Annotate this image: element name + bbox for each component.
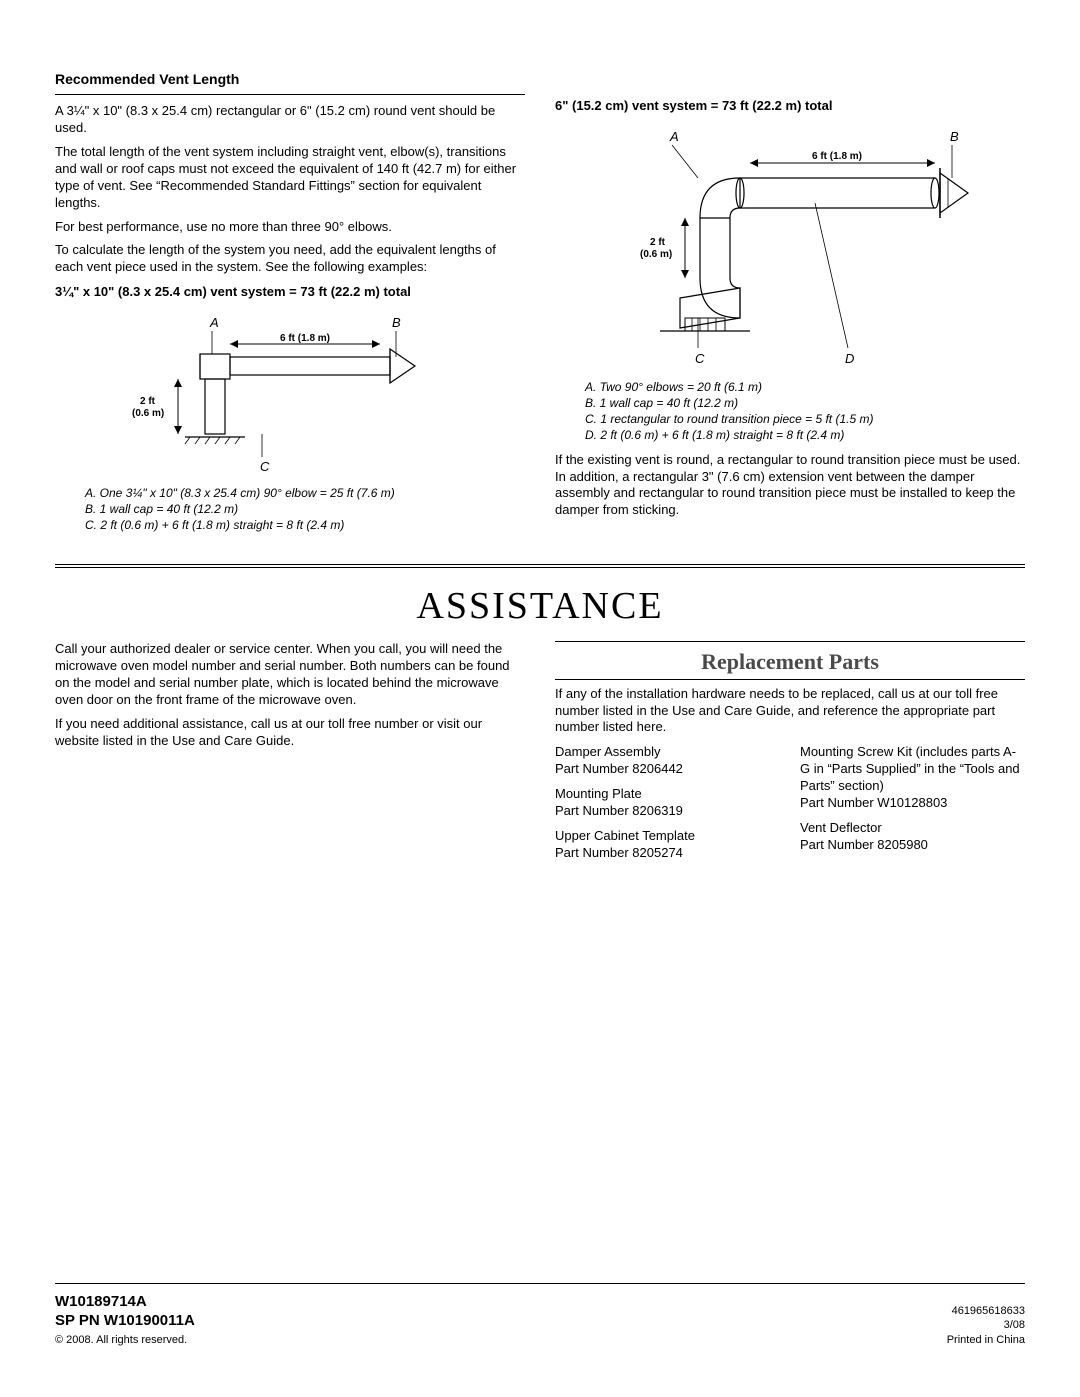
left-subhead: 3¼" x 10" (8.3 x 25.4 cm) vent system = … — [55, 284, 525, 301]
assist-p2: If you need additional assistance, call … — [55, 716, 525, 750]
label-b2: B — [950, 129, 959, 144]
dim-v2: (0.6 m) — [132, 408, 164, 419]
diagram-rect-vent: A B C 6 ft (1.8 m) — [55, 309, 525, 479]
dim-h: 6 ft (1.8 m) — [280, 333, 330, 344]
label-c2: C — [695, 351, 705, 366]
part-number: Part Number 8206442 — [555, 761, 780, 778]
dim-v1b: 2 ft — [650, 237, 666, 248]
doc-number-2: SP PN W10190011A — [55, 1311, 195, 1331]
part-number: Part Number 8205980 — [800, 837, 1025, 854]
label-d2: D — [845, 351, 854, 366]
dim-v2b: (0.6 m) — [640, 249, 672, 260]
legend1-a: A. One 3¼" x 10" (8.3 x 25.4 cm) 90° elb… — [85, 485, 525, 501]
right-subhead: 6" (15.2 cm) vent system = 73 ft (22.2 m… — [555, 98, 1025, 115]
assist-p1: Call your authorized dealer or service c… — [55, 641, 525, 709]
part-number: Part Number W10128803 — [800, 795, 1025, 812]
part-name: Vent Deflector — [800, 820, 1025, 837]
legend1-b: B. 1 wall cap = 40 ft (12.2 m) — [85, 501, 525, 517]
vent-p1: A 3¼" x 10" (8.3 x 25.4 cm) rectangular … — [55, 103, 525, 137]
legend2: A. Two 90° elbows = 20 ft (6.1 m) B. 1 w… — [585, 379, 1025, 444]
label-a2: A — [669, 129, 679, 144]
rp-intro: If any of the installation hardware need… — [555, 686, 1025, 737]
vent-p2: The total length of the vent system incl… — [55, 144, 525, 212]
footer-origin: Printed in China — [947, 1333, 1025, 1347]
label-a: A — [209, 315, 219, 330]
legend1-c: C. 2 ft (0.6 m) + 6 ft (1.8 m) straight … — [85, 517, 525, 533]
right-note: If the existing vent is round, a rectang… — [555, 452, 1025, 520]
legend2-d: D. 2 ft (0.6 m) + 6 ft (1.8 m) straight … — [585, 427, 1025, 443]
diagram-round-vent: A B C D 6 ft (1.8 m) — [555, 123, 1025, 373]
page-footer: W10189714A SP PN W10190011A © 2008. All … — [55, 1283, 1025, 1347]
vent-heading: Recommended Vent Length — [55, 70, 525, 88]
assistance-title: ASSISTANCE — [55, 582, 1025, 631]
footer-code: 461965618633 — [947, 1304, 1025, 1318]
replacement-parts-title: Replacement Parts — [555, 648, 1025, 677]
label-c: C — [260, 459, 270, 474]
part-name: Mounting Plate — [555, 786, 780, 803]
vent-p4: To calculate the length of the system yo… — [55, 242, 525, 276]
dim-v1: 2 ft — [140, 396, 156, 407]
divider — [55, 567, 1025, 568]
dim-h2: 6 ft (1.8 m) — [812, 151, 862, 162]
legend2-c: C. 1 rectangular to round transition pie… — [585, 411, 1025, 427]
divider — [55, 564, 1025, 565]
footer-date: 3/08 — [947, 1318, 1025, 1332]
divider — [55, 94, 525, 95]
divider — [55, 1283, 1025, 1284]
doc-number-1: W10189714A — [55, 1292, 195, 1312]
label-b: B — [392, 315, 401, 330]
part-name: Damper Assembly — [555, 744, 780, 761]
divider — [555, 679, 1025, 680]
part-name: Mounting Screw Kit (includes parts A-G i… — [800, 744, 1025, 795]
legend2-a: A. Two 90° elbows = 20 ft (6.1 m) — [585, 379, 1025, 395]
part-name: Upper Cabinet Template — [555, 828, 780, 845]
part-number: Part Number 8206319 — [555, 803, 780, 820]
part-number: Part Number 8205274 — [555, 845, 780, 862]
divider — [555, 641, 1025, 642]
vent-p3: For best performance, use no more than t… — [55, 219, 525, 236]
legend2-b: B. 1 wall cap = 40 ft (12.2 m) — [585, 395, 1025, 411]
copyright: © 2008. All rights reserved. — [55, 1333, 195, 1347]
legend1: A. One 3¼" x 10" (8.3 x 25.4 cm) 90° elb… — [85, 485, 525, 534]
